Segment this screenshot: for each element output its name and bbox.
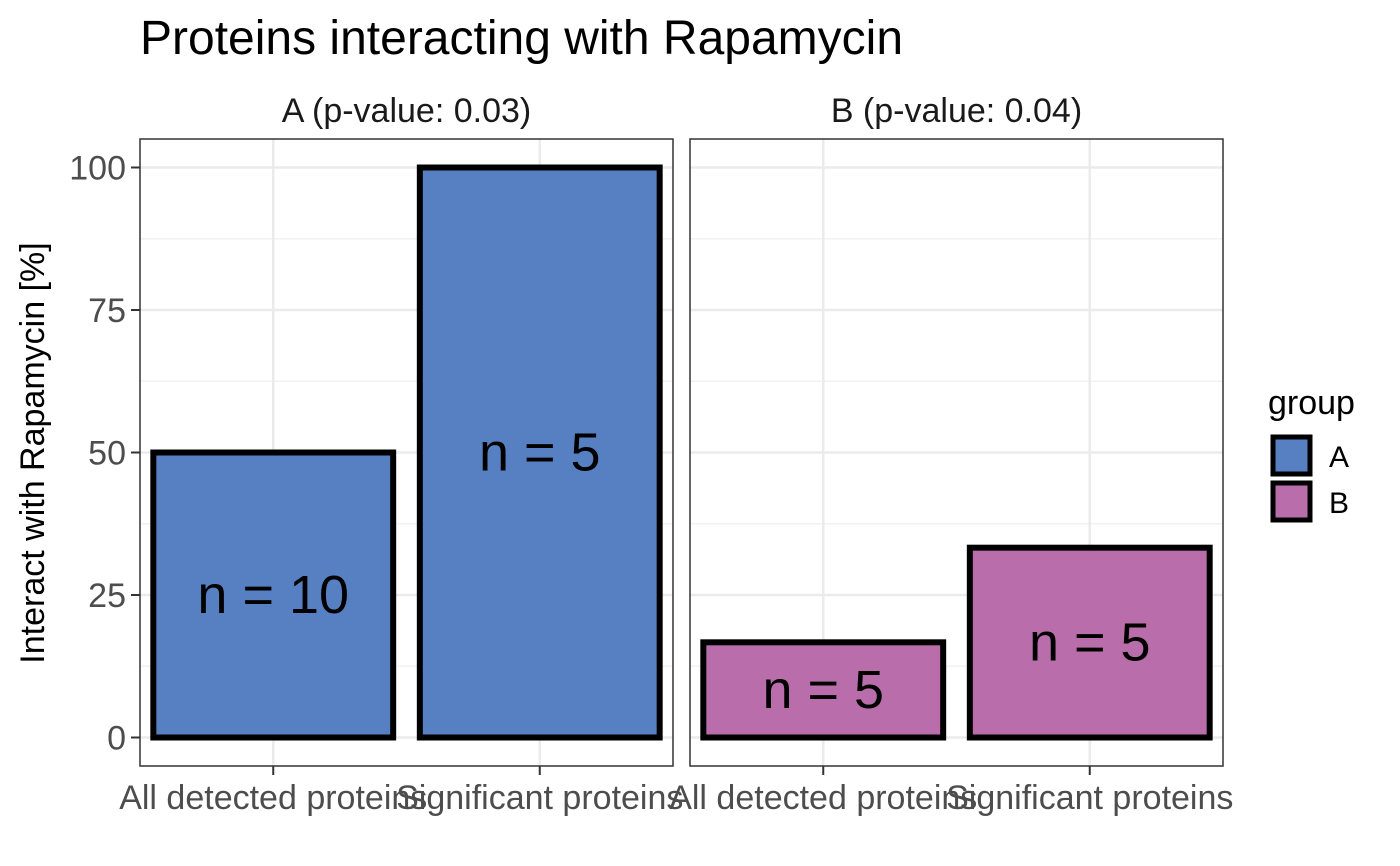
bar-count-label: n = 5 — [1029, 613, 1151, 673]
legend-key-A — [1270, 434, 1313, 477]
legend-key-B — [1270, 480, 1313, 523]
bar — [700, 639, 947, 741]
bar — [150, 449, 397, 741]
y-tick-label: 75 — [88, 292, 126, 330]
x-tick-label: Significant proteins — [396, 779, 683, 817]
y-tick-label: 0 — [107, 720, 126, 758]
bar-count-label: n = 5 — [762, 660, 884, 720]
y-tick-label: 25 — [88, 577, 126, 615]
y-tick-label: 100 — [69, 150, 126, 188]
panel-A: A (p-value: 0.03) n = 10 n = 5 All detected… — [69, 92, 683, 817]
panels: A (p-value: 0.03) n = 10 n = 5 All detected… — [69, 92, 1233, 817]
y-tick-label: 50 — [88, 435, 126, 473]
panel-strip-label: B (p-value: 0.04) — [831, 92, 1082, 130]
x-tick-label: Significant proteins — [946, 779, 1233, 817]
chart-title: Proteins interacting with Rapamycin — [140, 12, 903, 65]
legend-label-A: A — [1329, 441, 1349, 474]
legend: AB — [1270, 434, 1349, 523]
panel-border — [689, 138, 1224, 767]
bar — [416, 164, 663, 741]
legend-label-B: B — [1329, 487, 1349, 520]
bar-count-label: n = 5 — [479, 423, 601, 483]
legend-title: group — [1268, 384, 1355, 422]
bar-count-label: n = 10 — [197, 565, 349, 625]
panel-strip-label: A (p-value: 0.03) — [282, 92, 531, 130]
panel-B: B (p-value: 0.04) n = 5 n = 5 All detected … — [669, 92, 1233, 817]
bar — [966, 544, 1213, 741]
y-axis-label: Interact with Rapamycin [%] — [14, 242, 52, 663]
x-tick-label: All detected proteins — [669, 779, 977, 817]
x-tick-label: All detected proteins — [119, 779, 427, 817]
